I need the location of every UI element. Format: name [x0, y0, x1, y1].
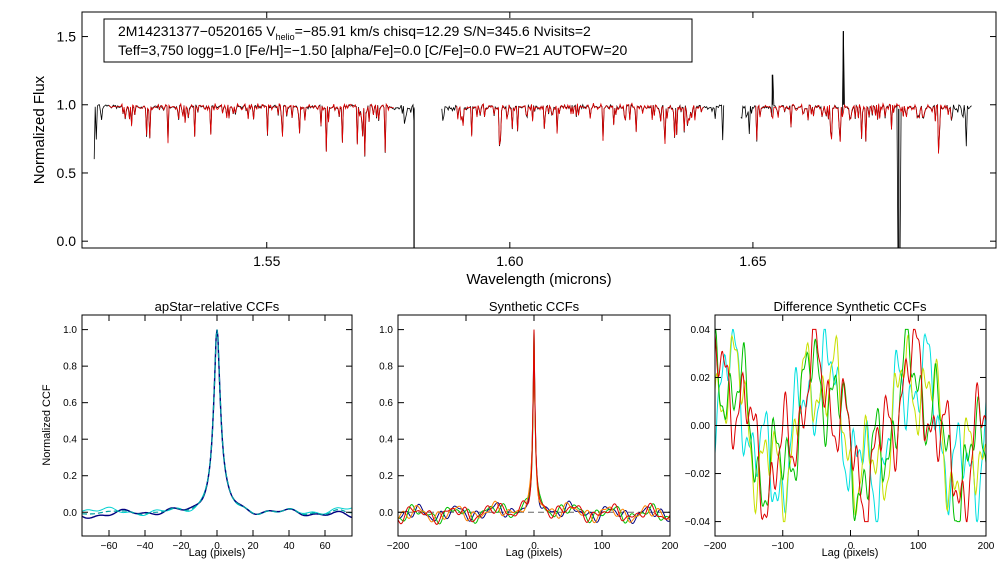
difference-ccf-data [714, 328, 987, 523]
synthetic-ccf-panel: −200 −100 0 100 200 0.0 0.2 0.4 0.6 0.8 1.0 Synthe… [379, 299, 679, 559]
observed-spectrum-line [93, 103, 415, 248]
difference-ccf-ticks: −200 −100 0 100 200 −0.04 −0.02 0.00 0.02 0.04 [685, 315, 995, 552]
apstar-ccf-data [81, 329, 353, 519]
apstar-ccf-axes-frame [81, 314, 353, 537]
ccf-visit-1-line [81, 329, 353, 519]
y-tick-label: −0.02 [685, 469, 711, 480]
synthetic-ccf-line [397, 329, 671, 525]
info-box [103, 18, 693, 63]
x-tick-label: 0 [531, 541, 537, 552]
ccf-combined-line [82, 329, 352, 516]
y-tick-label: 0.02 [691, 373, 711, 384]
spectrum-axes-frame [81, 11, 997, 249]
y-tick-label: 0.04 [691, 325, 711, 336]
difference-ccf-line [714, 333, 987, 523]
x-tick-label: −100 [455, 541, 478, 552]
x-tick-label: −40 [137, 541, 154, 552]
spectrum-xlabel: Wavelength (microns) [466, 271, 611, 288]
x-tick-label: 1.60 [496, 253, 523, 269]
y-tick-label: 0.6 [379, 398, 393, 409]
x-tick-label: 100 [910, 541, 927, 552]
x-tick-label: 0 [848, 541, 854, 552]
spectrum-data [93, 31, 972, 249]
synthetic-ccf-xlabel: Lag (pixels) [506, 547, 563, 559]
x-tick-label: 40 [283, 541, 295, 552]
synthetic-ccf-data [397, 329, 671, 525]
spectrum-ticks: 1.55 1.60 1.65 0.0 0.5 1.0 1.5 [57, 12, 996, 269]
apstar-ccf-title: apStar−relative CCFs [155, 299, 280, 314]
info-line-2: Teff=3,750 logg=1.0 [Fe/H]=−1.50 [alpha/… [118, 42, 627, 58]
difference-ccf-line [714, 328, 987, 523]
difference-ccf-panel: −200 −100 0 100 200 −0.04 −0.02 0.00 0.02 0.04 Di… [685, 299, 995, 559]
info-line-1: 2M14231377−0520165 Vhelio=−85.91 km/s ch… [118, 23, 591, 42]
y-tick-label: 1.0 [57, 97, 77, 113]
y-tick-label: 0.8 [63, 362, 77, 373]
x-tick-label: −200 [387, 541, 410, 552]
difference-ccf-xlabel: Lag (pixels) [822, 547, 879, 559]
synthetic-ccf-ticks: −200 −100 0 100 200 0.0 0.2 0.4 0.6 0.8 1.0 [379, 315, 679, 552]
x-tick-label: 200 [662, 541, 679, 552]
x-tick-label: −100 [771, 541, 794, 552]
y-tick-label: 0.4 [63, 435, 77, 446]
x-tick-label: 100 [594, 541, 611, 552]
apstar-ccf-xlabel: Lag (pixels) [189, 547, 246, 559]
spectrum-panel: 1.55 1.60 1.65 0.0 0.5 1.0 1.5 2M14231377−0520… [31, 11, 997, 288]
apstar-ccf-panel: −60 −40 −20 0 20 40 60 0.0 0.2 0.4 0.6 0.8 1.0 apSta… [41, 299, 353, 559]
model-spectrum-line [456, 102, 704, 146]
x-tick-label: 0 [214, 541, 220, 552]
difference-ccf-title: Difference Synthetic CCFs [774, 299, 927, 314]
observed-spectrum-line [740, 31, 972, 249]
apstar-ccf-ticks: −60 −40 −20 0 20 40 60 0.0 0.2 0.4 0.6 0.8 1.0 [63, 315, 352, 552]
x-tick-label: 1.55 [253, 253, 280, 269]
difference-ccf-line [714, 328, 987, 523]
x-tick-label: −60 [101, 541, 118, 552]
x-tick-label: 200 [978, 541, 995, 552]
x-tick-label: 1.65 [739, 253, 766, 269]
y-tick-label: −0.04 [685, 517, 711, 528]
y-tick-label: 0.2 [63, 471, 77, 482]
x-tick-label: 60 [319, 541, 331, 552]
y-tick-label: 0.6 [63, 398, 77, 409]
y-tick-label: 1.0 [63, 325, 77, 336]
ccf-visit-2-line [81, 329, 353, 516]
y-tick-label: 0.0 [57, 233, 77, 249]
x-tick-label: −200 [704, 541, 727, 552]
spectrum-ylabel: Normalized Flux [31, 75, 48, 184]
x-tick-label: 20 [247, 541, 259, 552]
y-tick-label: 0.4 [379, 435, 393, 446]
model-spectrum-line [108, 102, 394, 156]
y-tick-label: 0.00 [691, 421, 711, 432]
y-tick-label: 0.0 [379, 508, 393, 519]
y-tick-label: 0.5 [57, 165, 77, 181]
apstar-ccf-ylabel: Normalized CCF [41, 384, 53, 466]
x-tick-label: −20 [173, 541, 190, 552]
y-tick-label: 1.5 [57, 28, 77, 44]
y-tick-label: 0.2 [379, 471, 393, 482]
y-tick-label: 0.8 [379, 362, 393, 373]
y-tick-label: 0.0 [63, 508, 77, 519]
synthetic-ccf-title: Synthetic CCFs [489, 299, 580, 314]
y-tick-label: 1.0 [379, 325, 393, 336]
model-spectrum-line [755, 102, 952, 154]
